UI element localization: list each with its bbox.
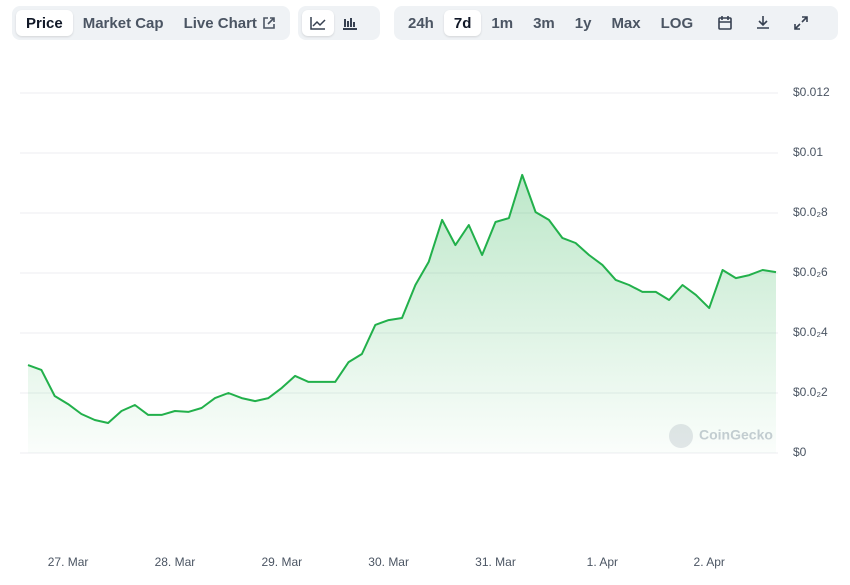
y-tick-label: $0.0₂6 [793,265,828,279]
range-button[interactable]: 7d [443,10,482,36]
range-group: 24h 7d 1m 3m 1y Max LOG [394,6,838,40]
watermark: CoinGecko [669,424,773,448]
expand-button[interactable] [785,10,817,36]
y-tick-label: $0.0₂8 [793,205,828,219]
x-tick-label: 31. Mar [475,555,516,569]
watermark-text: CoinGecko [699,427,773,443]
icon [794,16,808,30]
tab[interactable]: Price [16,10,73,36]
x-tick-label: 1. Apr [587,555,618,569]
chart-type-group [298,6,380,40]
range-button[interactable]: 24h [408,14,434,32]
range-button[interactable]: 1m [491,14,514,32]
icon [757,16,770,29]
x-tick-label: 29. Mar [261,555,302,569]
y-tick-label: $0 [793,445,807,459]
price-line [27,173,777,424]
line-chart-button[interactable] [302,10,334,36]
x-tick-label: 27. Mar [48,555,89,569]
range-button[interactable]: 3m [533,14,555,32]
download-button[interactable] [747,10,779,36]
y-tick-label: $0.012 [793,85,830,99]
tab[interactable]: Live Chart [174,10,286,36]
y-tick-label: $0.0₂4 [793,325,828,339]
range-button[interactable]: Max [611,14,641,32]
icon [718,16,732,30]
y-tick-label: $0.01 [793,145,823,159]
candle-chart-button[interactable] [334,10,366,36]
area [28,174,776,453]
range-button[interactable]: LOG [660,14,694,32]
x-tick-label: 2. Apr [694,555,725,569]
y-tick-label: $0.0₂2 [793,385,828,399]
calendar-button[interactable] [709,10,741,36]
x-tick-label: 28. Mar [155,555,196,569]
candle-icon [343,18,357,30]
x-tick-label: 30. Mar [368,555,409,569]
range-button[interactable]: 1y [574,14,592,32]
tab[interactable]: Market Cap [82,14,164,32]
tab-label: Live Chart [183,14,257,32]
external-icon [263,17,275,29]
line-icon [310,17,326,30]
tab-group: Price Market Cap Live Chart [12,6,290,40]
